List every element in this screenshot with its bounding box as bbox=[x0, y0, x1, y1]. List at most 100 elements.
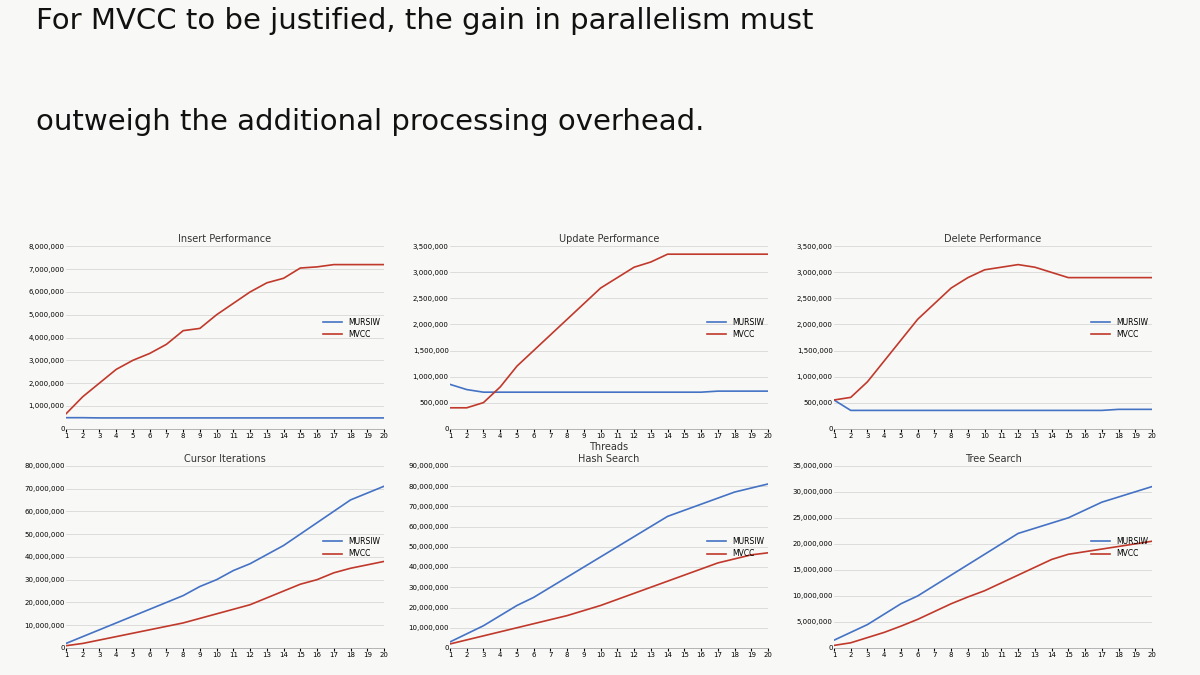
MVCC bbox=[677, 571, 691, 579]
MURSIW bbox=[143, 414, 157, 422]
MVCC bbox=[1027, 263, 1042, 271]
MURSIW bbox=[310, 518, 324, 526]
MURSIW bbox=[727, 488, 742, 496]
MVCC bbox=[978, 266, 992, 274]
MVCC bbox=[860, 378, 875, 386]
MURSIW bbox=[1111, 405, 1126, 413]
MURSIW bbox=[694, 388, 708, 396]
Title: Insert Performance: Insert Performance bbox=[179, 234, 271, 244]
MVCC bbox=[476, 632, 491, 640]
Legend: MURSIW, MVCC: MURSIW, MVCC bbox=[707, 537, 764, 558]
MURSIW bbox=[193, 583, 208, 591]
MVCC bbox=[226, 299, 240, 307]
MURSIW bbox=[1128, 405, 1142, 413]
MVCC bbox=[126, 629, 140, 637]
MVCC bbox=[978, 587, 992, 595]
MURSIW bbox=[326, 414, 341, 422]
MURSIW bbox=[59, 414, 73, 422]
Legend: MURSIW, MVCC: MURSIW, MVCC bbox=[707, 318, 764, 339]
MURSIW bbox=[293, 530, 307, 538]
Legend: MURSIW, MVCC: MURSIW, MVCC bbox=[1091, 318, 1148, 339]
MVCC bbox=[610, 273, 624, 281]
MVCC bbox=[610, 595, 624, 603]
MVCC bbox=[210, 610, 224, 618]
MVCC bbox=[377, 261, 391, 269]
MURSIW bbox=[460, 630, 474, 638]
MVCC bbox=[577, 606, 592, 614]
MVCC bbox=[827, 396, 841, 404]
MURSIW bbox=[928, 581, 942, 589]
MVCC bbox=[126, 356, 140, 365]
MVCC bbox=[594, 601, 608, 610]
MVCC bbox=[961, 273, 976, 281]
Line: MURSIW: MURSIW bbox=[450, 484, 768, 642]
MVCC bbox=[109, 365, 124, 373]
MVCC bbox=[326, 261, 341, 269]
MVCC bbox=[210, 310, 224, 319]
MURSIW bbox=[626, 388, 641, 396]
MVCC bbox=[193, 325, 208, 333]
MVCC bbox=[343, 261, 358, 269]
MVCC bbox=[894, 622, 908, 630]
MVCC bbox=[76, 639, 90, 647]
MURSIW bbox=[176, 591, 191, 599]
MURSIW bbox=[92, 414, 107, 422]
MURSIW bbox=[677, 506, 691, 514]
Title: Tree Search: Tree Search bbox=[965, 454, 1021, 464]
MURSIW bbox=[643, 522, 658, 531]
MVCC bbox=[626, 589, 641, 597]
Title: Delete Performance: Delete Performance bbox=[944, 234, 1042, 244]
MVCC bbox=[493, 628, 508, 636]
MURSIW bbox=[1061, 406, 1075, 414]
MURSIW bbox=[577, 388, 592, 396]
MURSIW bbox=[76, 632, 90, 641]
MURSIW bbox=[626, 533, 641, 541]
MURSIW bbox=[343, 414, 358, 422]
MVCC bbox=[994, 579, 1008, 587]
MURSIW bbox=[577, 563, 592, 571]
MVCC bbox=[694, 565, 708, 573]
MVCC bbox=[92, 379, 107, 387]
MVCC bbox=[1027, 563, 1042, 571]
MURSIW bbox=[193, 414, 208, 422]
MURSIW bbox=[694, 500, 708, 508]
MVCC bbox=[1111, 273, 1126, 281]
Line: MURSIW: MURSIW bbox=[66, 486, 384, 643]
MVCC bbox=[626, 263, 641, 271]
MURSIW bbox=[928, 406, 942, 414]
Text: For MVCC to be justified, the gain in parallelism must: For MVCC to be justified, the gain in pa… bbox=[36, 7, 814, 34]
MURSIW bbox=[259, 414, 274, 422]
MVCC bbox=[310, 263, 324, 271]
MURSIW bbox=[911, 592, 925, 600]
MURSIW bbox=[978, 550, 992, 558]
MVCC bbox=[276, 587, 290, 595]
MVCC bbox=[928, 608, 942, 616]
MURSIW bbox=[594, 553, 608, 561]
MVCC bbox=[727, 250, 742, 259]
Line: MURSIW: MURSIW bbox=[834, 400, 1152, 410]
MURSIW bbox=[1027, 524, 1042, 533]
MVCC bbox=[377, 558, 391, 566]
Line: MVCC: MVCC bbox=[66, 562, 384, 646]
X-axis label: Threads: Threads bbox=[589, 441, 629, 452]
MURSIW bbox=[160, 414, 174, 422]
MURSIW bbox=[827, 396, 841, 404]
MVCC bbox=[944, 599, 959, 608]
MURSIW bbox=[677, 388, 691, 396]
MVCC bbox=[761, 250, 775, 259]
MVCC bbox=[259, 594, 274, 602]
MURSIW bbox=[109, 619, 124, 627]
MURSIW bbox=[210, 576, 224, 584]
MURSIW bbox=[761, 480, 775, 488]
MURSIW bbox=[92, 626, 107, 634]
MURSIW bbox=[844, 406, 858, 414]
MURSIW bbox=[610, 388, 624, 396]
MVCC bbox=[293, 580, 307, 589]
MVCC bbox=[276, 274, 290, 282]
MVCC bbox=[1044, 269, 1058, 277]
MURSIW bbox=[643, 388, 658, 396]
MURSIW bbox=[1078, 506, 1092, 514]
MURSIW bbox=[660, 388, 674, 396]
MVCC bbox=[160, 340, 174, 348]
MVCC bbox=[744, 551, 758, 559]
